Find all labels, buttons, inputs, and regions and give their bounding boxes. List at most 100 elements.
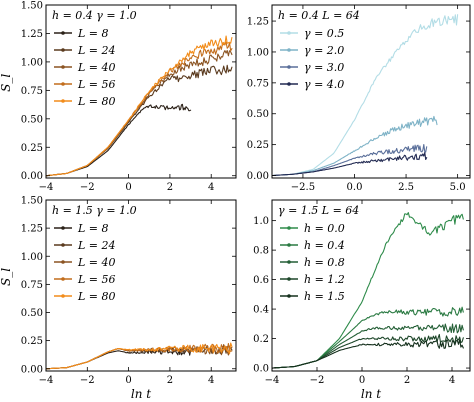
- legend-marker: [287, 65, 291, 69]
- y-tick-label: 0.75: [247, 78, 269, 89]
- series-group: [46, 342, 233, 370]
- y-tick-label: 1.25: [21, 224, 43, 235]
- series-line-3: [272, 144, 428, 177]
- y-tick-label: 0.75: [21, 280, 43, 291]
- series-line-5: [46, 342, 233, 370]
- legend-label: L = 40: [77, 61, 116, 74]
- legend-label: h = 0.8: [304, 256, 345, 269]
- legend-label: γ = 3.0: [304, 61, 344, 74]
- panel-title: h = 1.5 γ = 1.0: [52, 204, 137, 217]
- legend-marker: [61, 260, 65, 264]
- y-axis-label: S_l: [0, 268, 13, 286]
- y-tick-label: 0.50: [247, 109, 269, 120]
- y-tick-label: 0.00: [247, 171, 269, 182]
- legend-label: L = 56: [77, 78, 116, 91]
- legend-marker: [287, 243, 291, 247]
- legend-marker: [61, 243, 65, 247]
- y-tick-label: 0.75: [21, 86, 43, 97]
- y-tick-label: 1.00: [21, 252, 43, 263]
- legend-label: L = 8: [77, 222, 109, 235]
- legend-marker: [61, 226, 65, 230]
- x-tick-label: −2: [80, 375, 95, 386]
- x-tick-label: 2: [167, 375, 173, 386]
- legend-label: γ = 2.0: [304, 44, 344, 57]
- legend-marker: [287, 48, 291, 52]
- panel-title: h = 0.4 L = 64: [278, 9, 360, 22]
- x-tick-label: 2.5: [398, 182, 414, 193]
- x-tick-label: 2: [167, 182, 173, 193]
- axes-frame: [45, 199, 237, 372]
- series-line-4: [272, 333, 464, 369]
- panel-3: −4 −2 0 2 4 0.00 0.25 0.50 0.75 1.00 1.25 1.50 h = 1…: [0, 196, 237, 401]
- y-tick-label: 1.25: [247, 17, 269, 28]
- series-line-1: [46, 348, 192, 370]
- x-tick-label: 5.0: [450, 182, 466, 193]
- legend-label: h = 0.0: [304, 222, 345, 235]
- y-tick-label: 1.00: [21, 57, 43, 68]
- legend-marker: [61, 48, 65, 52]
- x-tick-label: −2.5: [291, 182, 315, 193]
- legend-label: L = 8: [77, 27, 109, 40]
- legend-label: L = 24: [77, 239, 116, 252]
- y-tick-label: 0.2: [253, 334, 269, 345]
- legend-marker: [61, 82, 65, 86]
- panel-1: −4 −2 0 2 4 0.00 0.25 0.50 0.75 1.00 1.25 1.50 h = 0…: [0, 1, 237, 193]
- y-tick-label: 0.50: [21, 308, 43, 319]
- y-tick-label: 1.25: [21, 29, 43, 40]
- y-tick-label: 0.4: [253, 305, 269, 316]
- legend-label: L = 80: [77, 95, 116, 108]
- y-tick-label: 1.00: [247, 47, 269, 58]
- legend-label: L = 40: [77, 256, 116, 269]
- y-tick-label: 1.50: [21, 196, 43, 207]
- y-tick-label: 0.00: [21, 171, 43, 182]
- y-tick-label: 1.50: [21, 1, 43, 12]
- x-axis-label: ln t: [131, 387, 151, 401]
- y-axis-label: S_l: [0, 74, 13, 92]
- series-line-5: [272, 339, 464, 369]
- series-group: [272, 14, 459, 177]
- series-group: [46, 35, 233, 177]
- legend-label: γ = 4.0: [304, 78, 344, 91]
- panel-title: h = 0.4 γ = 1.0: [52, 9, 137, 22]
- legend-marker: [61, 99, 65, 103]
- legend-marker: [287, 277, 291, 281]
- x-tick-label: 2: [404, 375, 410, 386]
- legend-label: L = 56: [77, 273, 116, 286]
- y-tick-label: 0.25: [21, 336, 43, 347]
- x-tick-label: 0.0: [347, 182, 363, 193]
- x-tick-label: 4: [449, 375, 455, 386]
- y-tick-label: 0.25: [247, 140, 269, 151]
- series-line-2: [272, 115, 438, 177]
- legend-label: L = 24: [77, 44, 116, 57]
- legend-marker: [61, 31, 65, 35]
- legend-label: h = 1.2: [304, 273, 345, 286]
- legend-marker: [287, 260, 291, 264]
- legend-marker: [287, 82, 291, 86]
- x-tick-label: −2: [310, 375, 325, 386]
- series-line-2: [46, 64, 233, 177]
- legend-marker: [61, 65, 65, 69]
- x-tick-label: −4: [39, 375, 54, 386]
- y-tick-label: 0.0: [253, 364, 269, 375]
- legend-label: L = 80: [77, 290, 116, 303]
- legend-marker: [61, 294, 65, 298]
- legend-label: γ = 0.5: [304, 27, 344, 40]
- x-tick-label: 4: [208, 375, 214, 386]
- series-line-1: [46, 103, 192, 177]
- panel-title: γ = 1.5 L = 64: [278, 204, 359, 217]
- y-tick-label: 1.0: [253, 216, 269, 227]
- x-tick-label: −2: [80, 182, 95, 193]
- legend-marker: [287, 294, 291, 298]
- y-tick-label: 0.50: [21, 114, 43, 125]
- legend-label: h = 0.4: [304, 239, 345, 252]
- legend-marker: [61, 277, 65, 281]
- series-line-3: [272, 323, 464, 369]
- x-tick-label: 0: [125, 182, 131, 193]
- x-tick-label: 0: [125, 375, 131, 386]
- x-axis-label: ln t: [361, 387, 381, 401]
- x-tick-label: −4: [265, 375, 280, 386]
- legend-marker: [287, 226, 291, 230]
- x-tick-label: −4: [39, 182, 54, 193]
- series-group: [272, 212, 464, 369]
- x-tick-label: 4: [208, 182, 214, 193]
